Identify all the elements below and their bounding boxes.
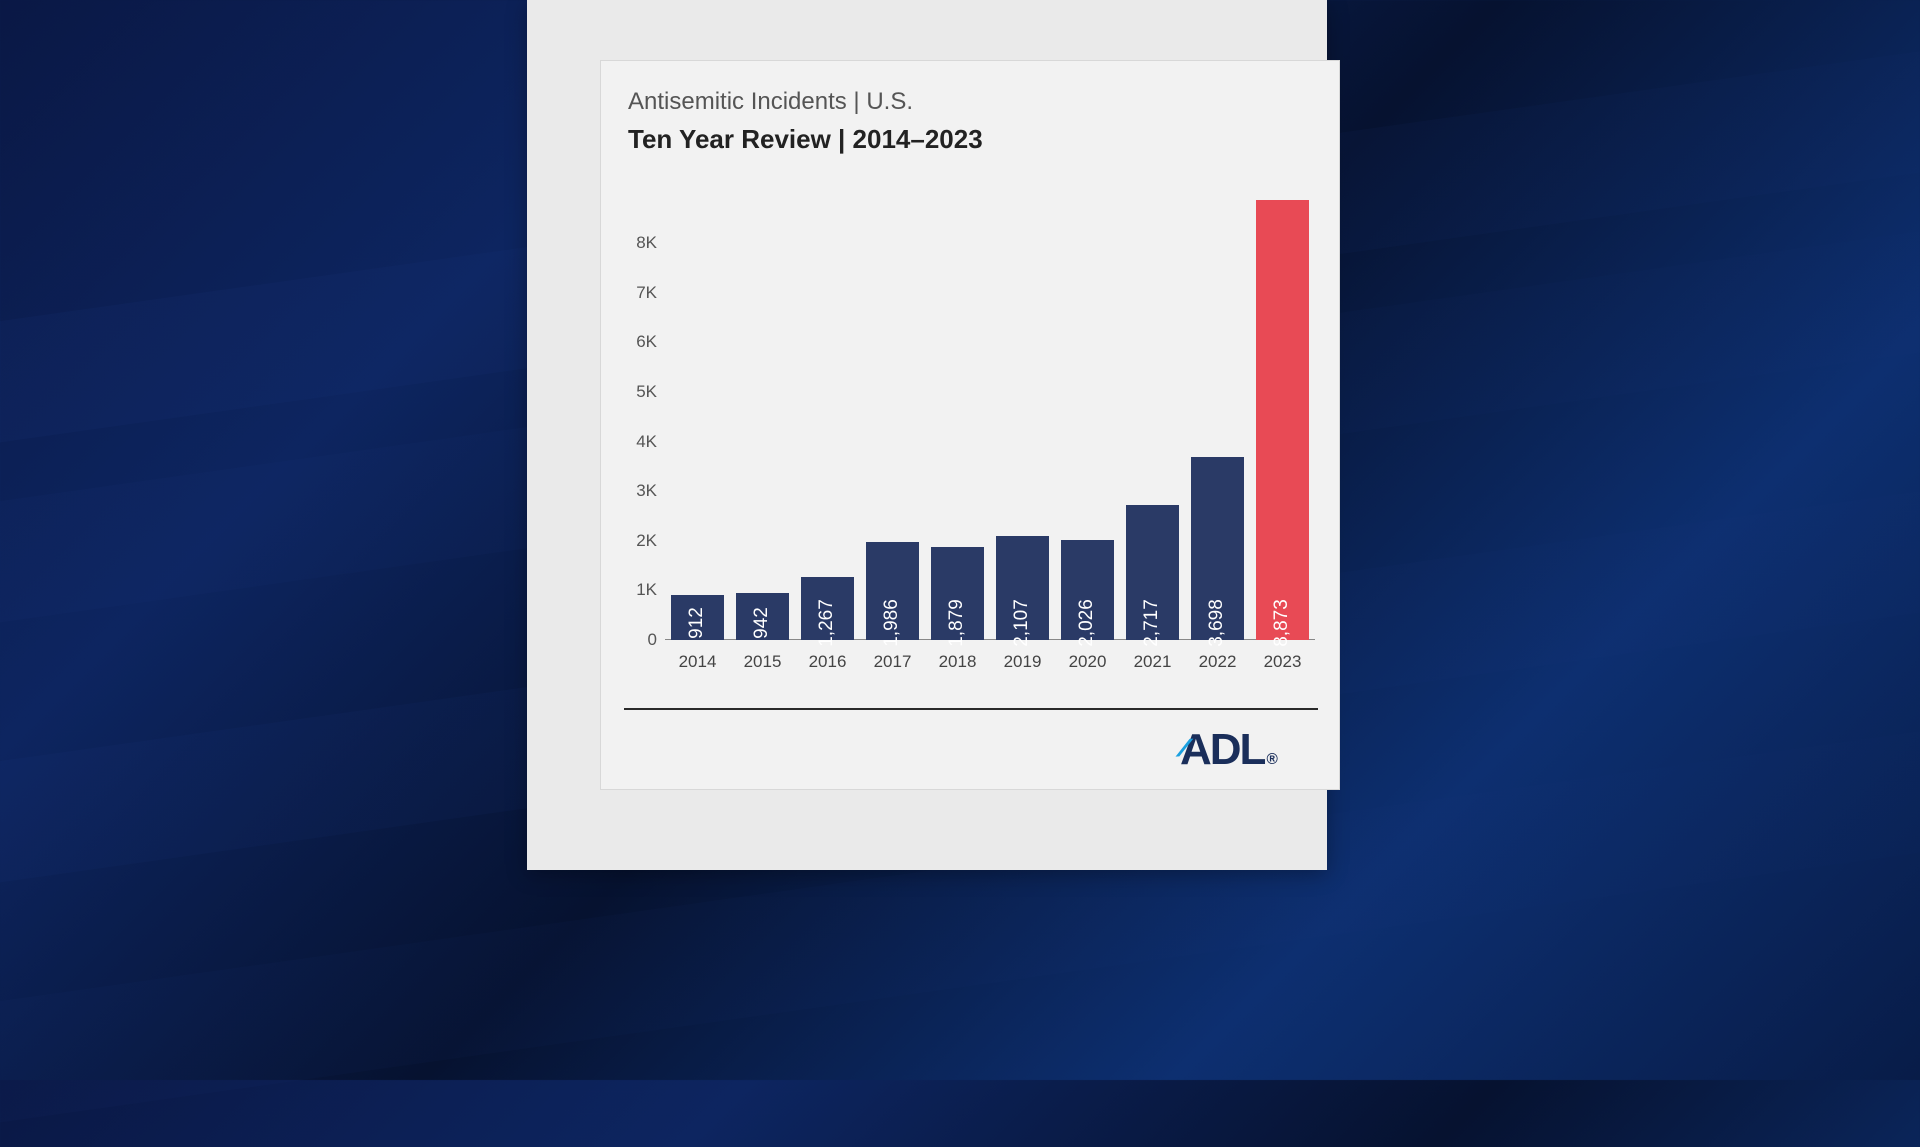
x-tick-label: 2014 [679,652,717,672]
x-tick-label: 2016 [809,652,847,672]
x-tick-label: 2019 [1004,652,1042,672]
y-tick-label: 7K [0,283,657,303]
bar-value-label: 1,986 [881,599,903,647]
x-tick-label: 2021 [1134,652,1172,672]
x-tick-label: 2023 [1264,652,1302,672]
bar: 8,873 [1256,200,1309,640]
x-tick-label: 2015 [744,652,782,672]
bar: 1,986 [866,542,919,640]
bar: 2,717 [1126,505,1179,640]
bar-value-label: 1,879 [946,599,968,647]
y-tick-label: 5K [0,382,657,402]
y-tick-label: 8K [0,233,657,253]
y-tick-label: 6K [0,332,657,352]
bar: 1,879 [931,547,984,640]
chart-title: Ten Year Review | 2014–2023 [628,124,983,155]
bar-value-label: 3,698 [1206,599,1228,647]
x-tick-label: 2017 [874,652,912,672]
chart-title-block: Antisemitic Incidents | U.S. Ten Year Re… [628,88,983,155]
bar: 2,026 [1061,540,1114,640]
bar-value-label: 942 [751,607,773,639]
bar: 912 [671,595,724,640]
bar-value-label: 8,873 [1271,599,1293,647]
y-tick-label: 0 [0,630,657,650]
x-tick-label: 2020 [1069,652,1107,672]
bar-value-label: 912 [686,607,708,639]
y-tick-label: 4K [0,432,657,452]
footer-divider [624,708,1318,710]
bar: 1,267 [801,577,854,640]
bar-value-label: 2,717 [1141,599,1163,647]
adl-logo: A⁄DL® [1180,725,1276,775]
y-tick-label: 3K [0,481,657,501]
bar: 942 [736,593,789,640]
x-tick-label: 2022 [1199,652,1237,672]
y-tick-label: 1K [0,580,657,600]
chart-subtitle: Antisemitic Incidents | U.S. [628,88,983,116]
bar-chart-plot: 912 942 1,2671,9861,8792,1072,0262,7173,69… [665,200,1315,640]
bar-value-label: 1,267 [816,599,838,647]
y-tick-label: 2K [0,531,657,551]
bar-value-label: 2,026 [1076,599,1098,647]
bar: 2,107 [996,536,1049,640]
x-tick-label: 2018 [939,652,977,672]
bar-value-label: 2,107 [1011,599,1033,647]
bar: 3,698 [1191,457,1244,640]
